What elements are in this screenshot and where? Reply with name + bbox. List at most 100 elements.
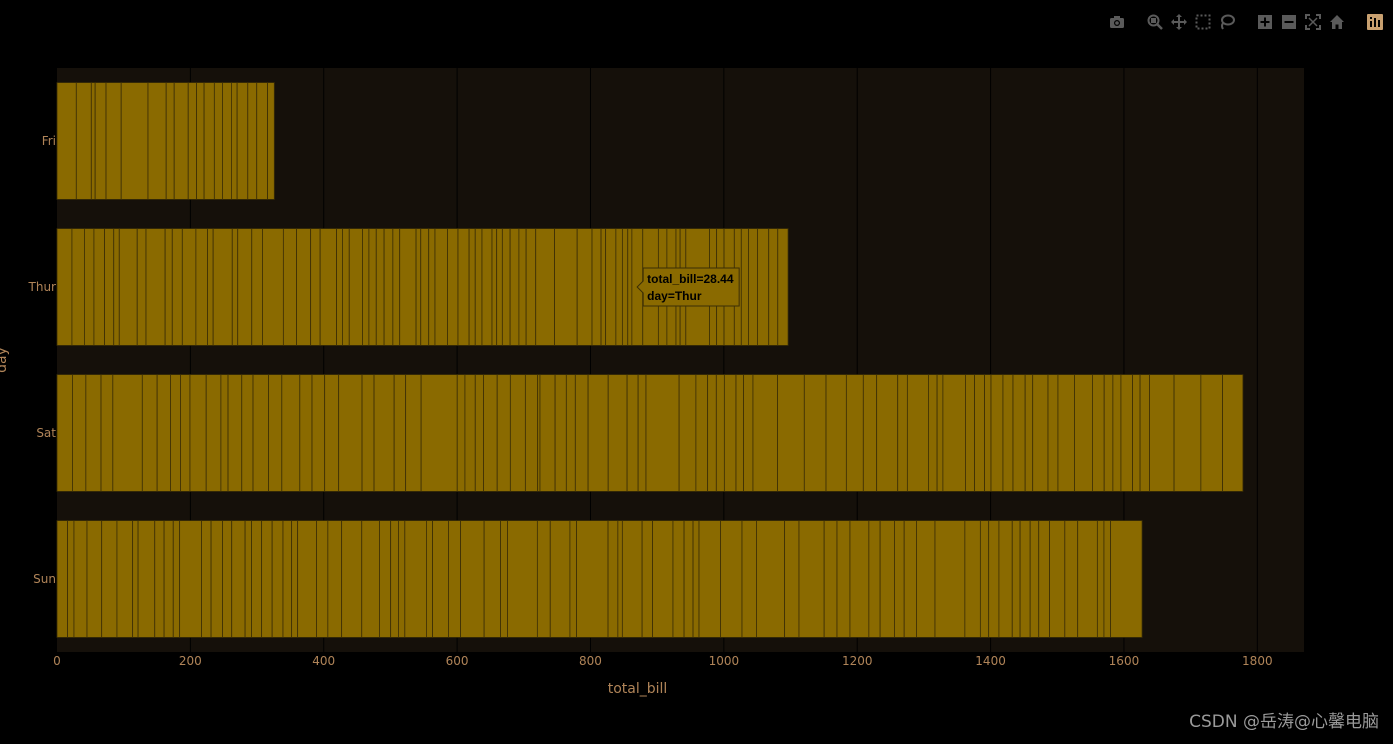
bar-segment-sat[interactable] <box>56 374 73 492</box>
bar-segment-sun[interactable] <box>672 520 685 638</box>
bar-segment-sat[interactable] <box>156 374 171 492</box>
bar-segment-sun[interactable] <box>621 520 643 638</box>
bar-segment-sun[interactable] <box>798 520 825 638</box>
bar-segment-thur[interactable] <box>415 228 422 346</box>
bar-segment-sun[interactable] <box>379 520 392 638</box>
bar-segment-sat[interactable] <box>1047 374 1059 492</box>
bar-segment-sat[interactable] <box>637 374 647 492</box>
box-select-icon[interactable] <box>1193 12 1213 32</box>
bar-segment-sat[interactable] <box>803 374 827 492</box>
bar-segment-sat[interactable] <box>1200 374 1223 492</box>
bar-segment-sat[interactable] <box>420 374 458 492</box>
bar-segment-sat[interactable] <box>574 374 589 492</box>
bar-segment-sat[interactable] <box>897 374 908 492</box>
bar-segment-thur[interactable] <box>399 228 417 346</box>
bar-segment-thur[interactable] <box>457 228 470 346</box>
bar-segment-fri[interactable] <box>120 82 149 200</box>
bar-segment-sat[interactable] <box>723 374 737 492</box>
zoom-out-icon[interactable] <box>1279 12 1299 32</box>
bar-segment-thur[interactable] <box>491 228 498 346</box>
bar-segment-thur[interactable] <box>342 228 350 346</box>
bar-segment-sat[interactable] <box>1173 374 1202 492</box>
bar-segment-sat[interactable] <box>1092 374 1105 492</box>
bar-segment-thur[interactable] <box>535 228 555 346</box>
bar-segment-thur[interactable] <box>777 228 789 346</box>
bar-segment-sun[interactable] <box>327 520 343 638</box>
bar-segment-sun[interactable] <box>460 520 485 638</box>
bar-segment-sun[interactable] <box>868 520 881 638</box>
bar-segment-sun[interactable] <box>231 520 246 638</box>
bar-segment-fri[interactable] <box>222 82 232 200</box>
bar-segment-thur[interactable] <box>104 228 115 346</box>
bar-segment-sun[interactable] <box>116 520 134 638</box>
bar-segment-fri[interactable] <box>247 82 258 200</box>
bar-segment-thur[interactable] <box>554 228 578 346</box>
bar-segment-sat[interactable] <box>1139 374 1150 492</box>
bar-segment-sun[interactable] <box>683 520 694 638</box>
bar-segment-sat[interactable] <box>965 374 975 492</box>
bar-segment-sun[interactable] <box>341 520 363 638</box>
bar-segment-sun[interactable] <box>448 520 461 638</box>
bar-segment-thur[interactable] <box>296 228 312 346</box>
bar-segment-thur[interactable] <box>420 228 430 346</box>
bar-segment-fri[interactable] <box>256 82 268 200</box>
bar-segment-sun[interactable] <box>297 520 317 638</box>
bar-segment-thur[interactable] <box>310 228 321 346</box>
bar-segment-thur[interactable] <box>501 228 511 346</box>
bar-segment-sun[interactable] <box>251 520 263 638</box>
bar-segment-thur[interactable] <box>525 228 537 346</box>
bar-segment-sat[interactable] <box>1132 374 1141 492</box>
bar-segment-sat[interactable] <box>205 374 222 492</box>
bar-segment-sat[interactable] <box>393 374 407 492</box>
bar-segment-sun[interactable] <box>1011 520 1021 638</box>
bar-segment-sat[interactable] <box>141 374 158 492</box>
bar-segment-fri[interactable] <box>187 82 197 200</box>
bar-segment-fri[interactable] <box>147 82 167 200</box>
bar-segment-sat[interactable] <box>311 374 326 492</box>
bar-segment-thur[interactable] <box>136 228 147 346</box>
bar-segment-thur[interactable] <box>113 228 120 346</box>
bar-segment-sun[interactable] <box>507 520 538 638</box>
bar-segment-sun[interactable] <box>692 520 700 638</box>
bar-segment-thur[interactable] <box>71 228 85 346</box>
bar-segment-thur[interactable] <box>368 228 377 346</box>
bar-segment-fri[interactable] <box>94 82 107 200</box>
bar-segment-sat[interactable] <box>942 374 966 492</box>
bar-segment-sat[interactable] <box>876 374 899 492</box>
bar-segment-sat[interactable] <box>587 374 609 492</box>
bar-segment-thur[interactable] <box>93 228 106 346</box>
bar-segment-sun[interactable] <box>607 520 619 638</box>
bar-segment-thur[interactable] <box>392 228 401 346</box>
bar-segment-sun[interactable] <box>641 520 653 638</box>
bar-segment-sat[interactable] <box>496 374 511 492</box>
lasso-icon[interactable] <box>1217 12 1237 32</box>
bar-segment-sun[interactable] <box>1019 520 1031 638</box>
bar-segment-thur[interactable] <box>627 228 633 346</box>
bar-segment-sun[interactable] <box>652 520 674 638</box>
bar-segment-sun[interactable] <box>756 520 786 638</box>
bar-segment-sat[interactable] <box>220 374 229 492</box>
bar-segment-sun[interactable] <box>784 520 800 638</box>
bar-segment-sun[interactable] <box>483 520 501 638</box>
bar-segment-sun[interactable] <box>261 520 273 638</box>
bar-segment-sat[interactable] <box>715 374 725 492</box>
bar-segment-sat[interactable] <box>509 374 526 492</box>
bar-segment-fri[interactable] <box>165 82 175 200</box>
bar-segment-sat[interactable] <box>189 374 207 492</box>
bar-segment-thur[interactable] <box>262 228 284 346</box>
bar-segment-thur[interactable] <box>118 228 138 346</box>
bar-segment-sun[interactable] <box>836 520 851 638</box>
bar-segment-sun[interactable] <box>500 520 508 638</box>
bar-segment-sun[interactable] <box>879 520 895 638</box>
bar-segment-sat[interactable] <box>474 374 484 492</box>
bar-segment-sat[interactable] <box>752 374 778 492</box>
bar-segment-thur[interactable] <box>375 228 385 346</box>
bar-segment-sat[interactable] <box>906 374 929 492</box>
bar-segment-sat[interactable] <box>268 374 283 492</box>
bar-segment-sun[interactable] <box>720 520 743 638</box>
bar-segment-thur[interactable] <box>56 228 73 346</box>
bar-segment-sat[interactable] <box>72 374 87 492</box>
pan-icon[interactable] <box>1169 12 1189 32</box>
bar-segment-sat[interactable] <box>373 374 395 492</box>
bar-segment-thur[interactable] <box>251 228 263 346</box>
